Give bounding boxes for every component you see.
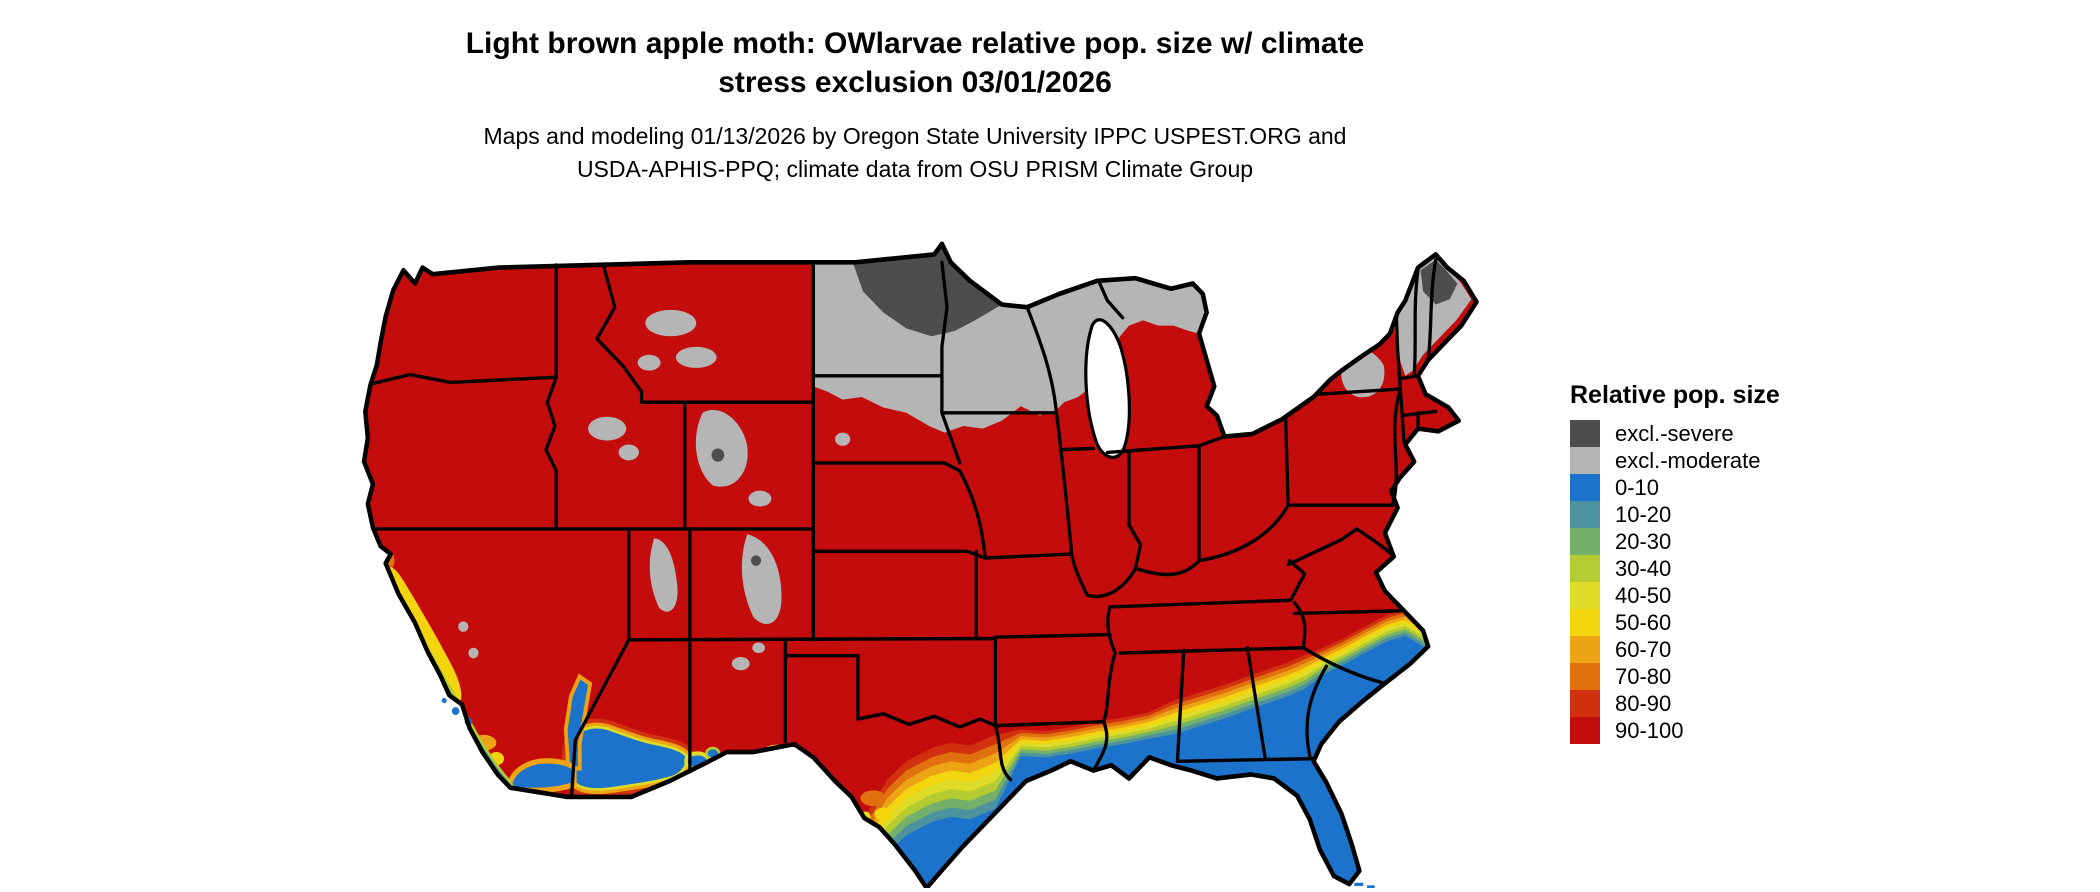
legend-swatch <box>1570 717 1600 744</box>
legend-swatch <box>1570 609 1600 636</box>
legend-swatch <box>1570 501 1600 528</box>
maine-severe-exclusion <box>1420 259 1458 305</box>
legend-row: 30-40 <box>1570 555 1780 582</box>
legend-swatch <box>1570 420 1600 447</box>
state-borders <box>369 257 1438 799</box>
us-map-svg <box>361 241 1479 888</box>
legend-row: 50-60 <box>1570 609 1780 636</box>
legend-row: 60-70 <box>1570 636 1780 663</box>
legend-swatch <box>1570 528 1600 555</box>
map-subtitle-line1: Maps and modeling 01/13/2026 by Oregon S… <box>483 123 1347 149</box>
legend-swatch <box>1570 636 1600 663</box>
mountain-exclusion-patches <box>458 309 851 671</box>
legend-label: 40-50 <box>1615 582 1672 608</box>
legend-label: 10-20 <box>1615 501 1672 527</box>
us-map <box>308 228 1530 888</box>
exclusion-severe-region <box>852 243 1002 337</box>
legend-label: 20-30 <box>1615 528 1672 554</box>
legend-swatch <box>1570 555 1600 582</box>
legend-label: 50-60 <box>1615 609 1672 635</box>
mountain-severe-dots <box>711 448 762 566</box>
map-subtitle-line2: USDA-APHIS-PPQ; climate data from OSU PR… <box>576 156 1254 182</box>
legend-label: 60-70 <box>1615 636 1672 662</box>
legend-row: excl.-moderate <box>1570 447 1780 474</box>
legend-row: 20-30 <box>1570 528 1780 555</box>
legend-title: Relative pop. size <box>1570 381 1780 409</box>
legend-swatch <box>1570 663 1600 690</box>
legend: Relative pop. size excl.-severe excl.-mo… <box>1570 381 1780 744</box>
map-title-line2: stress exclusion 03/01/2026 <box>718 66 1112 99</box>
legend-label: 80-90 <box>1615 690 1672 716</box>
legend-swatch <box>1570 690 1600 717</box>
map-subtitle: Maps and modeling 01/13/2026 by Oregon S… <box>300 120 1530 186</box>
legend-row: 40-50 <box>1570 582 1780 609</box>
map-title: Light brown apple moth: OWlarvae relativ… <box>300 24 1530 102</box>
map-raster-layers <box>364 243 1477 888</box>
legend-row: 90-100 <box>1570 717 1780 744</box>
conus-outline <box>361 241 1479 888</box>
legend-swatch <box>1570 447 1600 474</box>
legend-row: 70-80 <box>1570 663 1780 690</box>
legend-row: excl.-severe <box>1570 420 1780 447</box>
legend-swatch <box>1570 474 1600 501</box>
legend-label: 90-100 <box>1615 717 1684 743</box>
legend-rows: excl.-severe excl.-moderate 0-10 10-20 2… <box>1570 420 1780 744</box>
lake-michigan <box>1084 318 1131 459</box>
legend-label: 70-80 <box>1615 663 1672 689</box>
map-title-line1: Light brown apple moth: OWlarvae relativ… <box>465 27 1365 60</box>
legend-label: excl.-moderate <box>1615 447 1761 473</box>
legend-label: 30-40 <box>1615 555 1672 581</box>
legend-row: 10-20 <box>1570 501 1780 528</box>
legend-row: 0-10 <box>1570 474 1780 501</box>
legend-swatch <box>1570 582 1600 609</box>
legend-row: 80-90 <box>1570 690 1780 717</box>
legend-label: excl.-severe <box>1615 420 1734 446</box>
legend-label: 0-10 <box>1615 474 1660 500</box>
